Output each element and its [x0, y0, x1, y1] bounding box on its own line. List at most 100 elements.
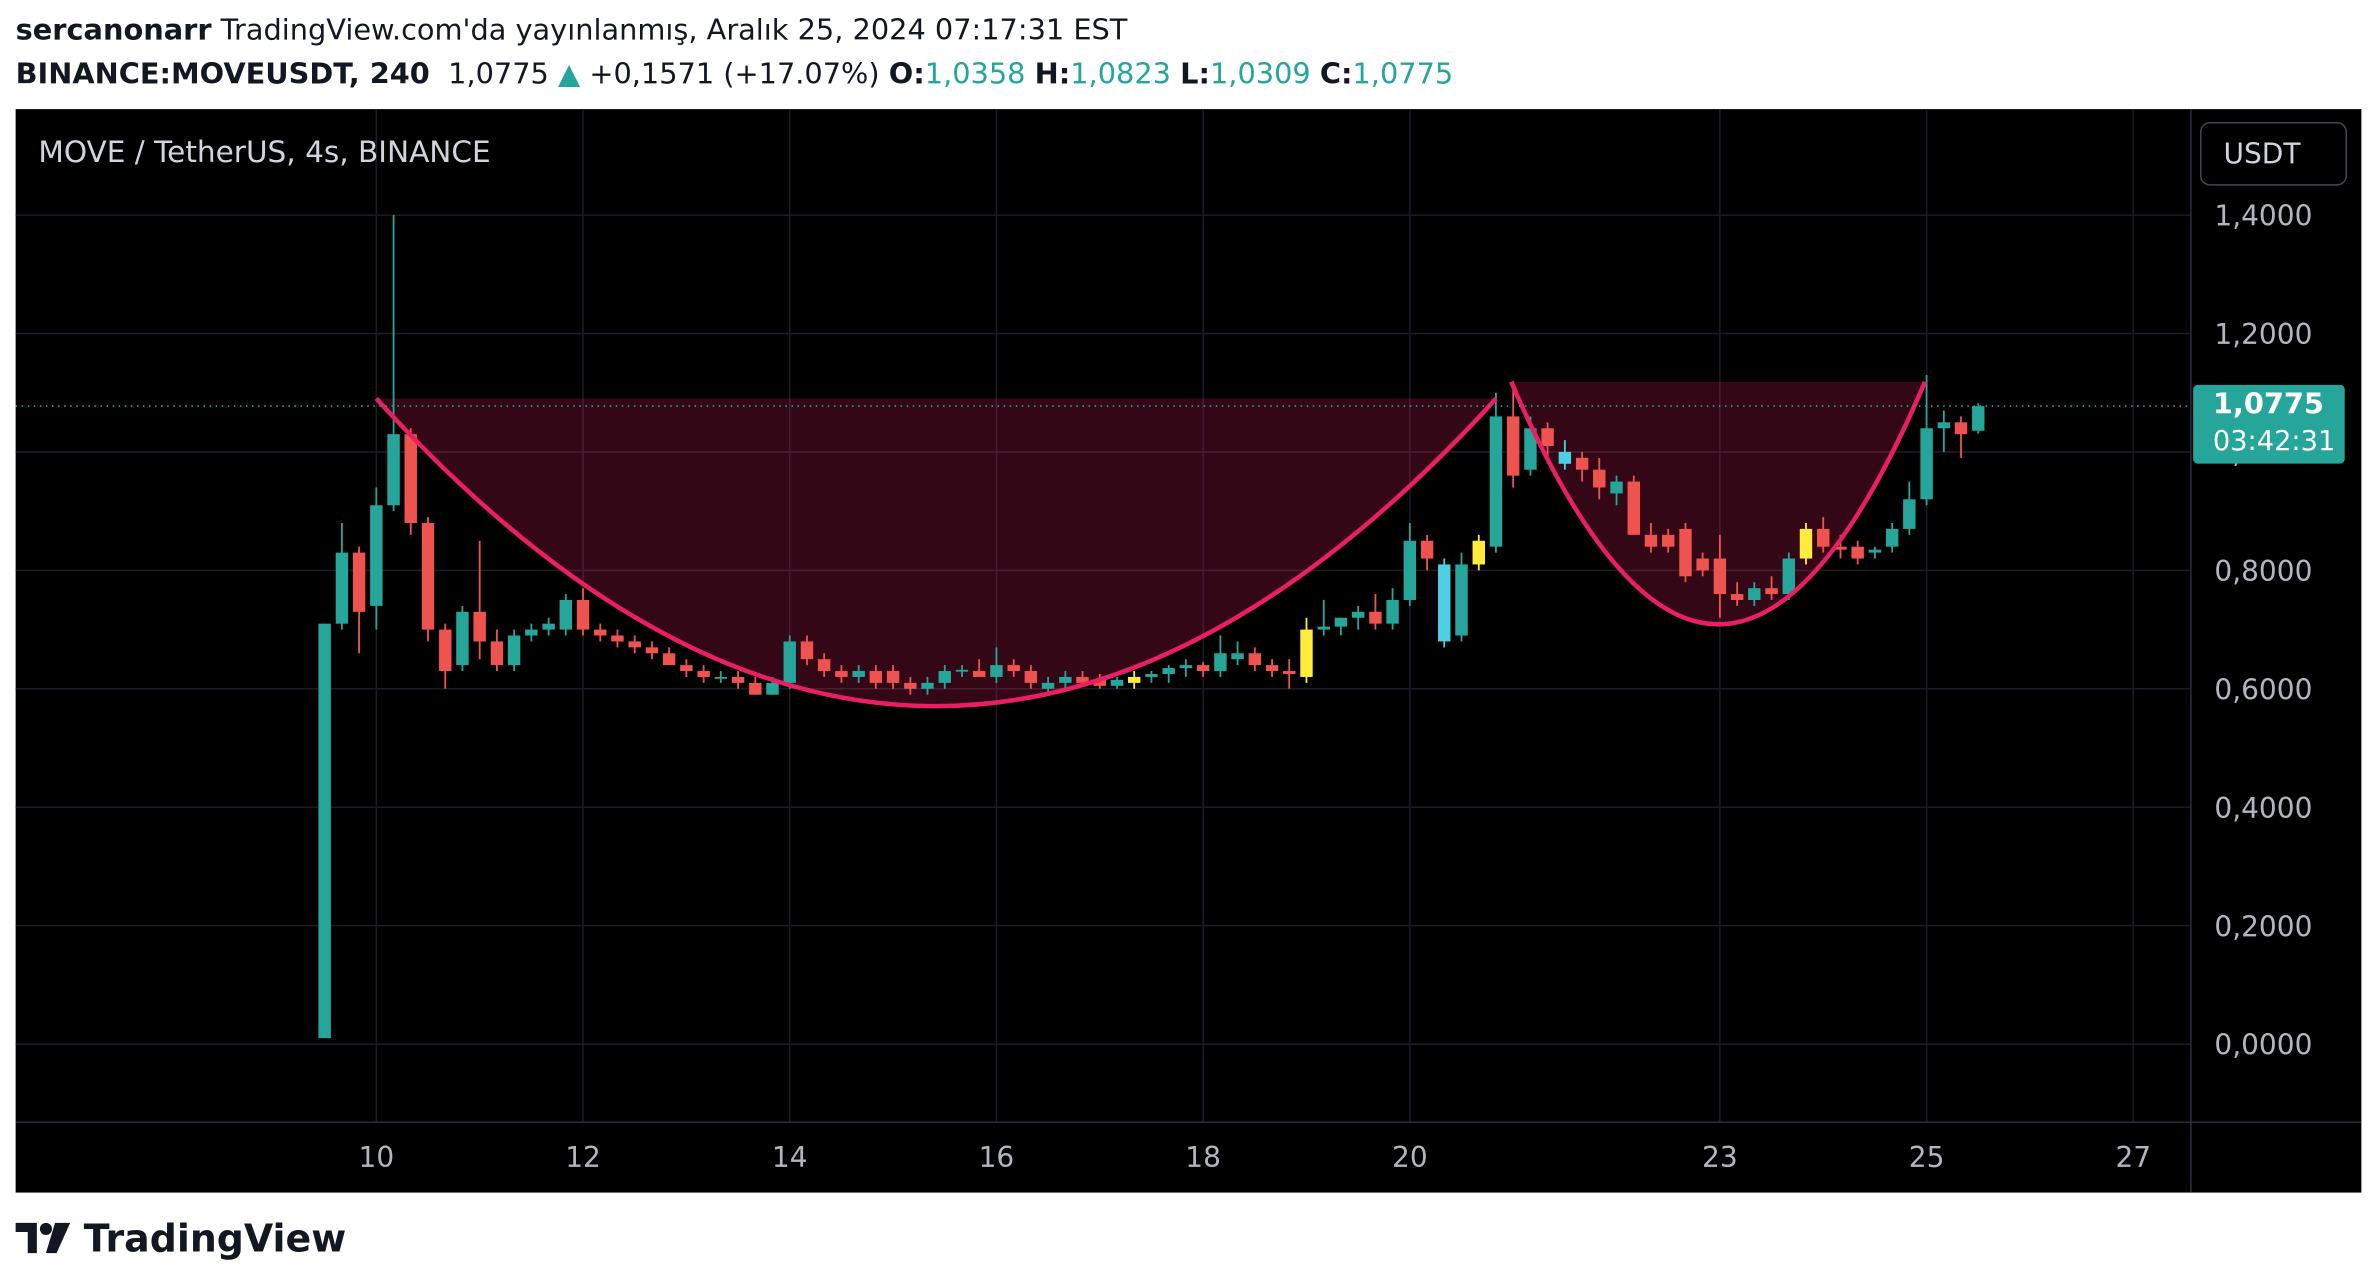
candle-body — [335, 552, 349, 624]
candle-body — [1145, 673, 1158, 677]
ohlc-label: C: — [1320, 56, 1353, 90]
x-tick-label: 20 — [1392, 1141, 1428, 1174]
candle-body — [370, 505, 383, 606]
candle-body — [886, 671, 900, 683]
y-tick-label: 0,4000 — [2214, 792, 2312, 825]
y-tick-label: 1,4000 — [2214, 200, 2312, 233]
candle-body — [921, 682, 934, 689]
candle-body — [1765, 588, 1778, 595]
candle-body — [1110, 679, 1124, 686]
candle-body — [1041, 682, 1055, 689]
candle-body — [1300, 629, 1313, 677]
candle-body — [1644, 534, 1658, 547]
candle-body — [1885, 528, 1899, 547]
candle-body — [439, 629, 452, 672]
candle-body — [1317, 626, 1330, 630]
symbol: BINANCE:MOVEUSDT, 240 — [16, 56, 430, 90]
y-tick-label: 0,6000 — [2214, 673, 2312, 706]
candle-body — [662, 653, 676, 666]
quote-line: BINANCE:MOVEUSDT, 240 1,0775 ▲ +0,1571 (… — [16, 56, 1454, 90]
y-tick-label: 0,0000 — [2214, 1029, 2312, 1062]
candle-body — [972, 671, 986, 677]
candle-body — [1558, 451, 1572, 464]
candle-body — [1214, 653, 1227, 672]
candle-body — [1593, 469, 1606, 488]
candle-body — [1231, 653, 1244, 660]
candle-body — [1834, 546, 1847, 550]
candle-body — [1334, 617, 1348, 627]
candle-body — [576, 599, 590, 630]
y-tick-label: 1,2000 — [2214, 318, 2312, 351]
candle-body — [525, 629, 538, 636]
x-tick-label: 12 — [565, 1141, 601, 1174]
price-tag — [2193, 384, 2345, 464]
currency[interactable]: USDT — [2223, 138, 2301, 171]
candle-body — [1093, 679, 1106, 686]
candle-body — [852, 671, 865, 677]
handle-curve — [1509, 380, 1928, 627]
x-tick-label: 16 — [979, 1141, 1015, 1174]
candle-body — [749, 682, 762, 695]
candle-body — [456, 611, 469, 666]
candle-body — [1076, 676, 1089, 683]
candle-body — [1489, 416, 1503, 547]
candle-body — [680, 665, 693, 672]
candle-body — [473, 611, 486, 642]
candle-body — [1972, 406, 1985, 431]
y-tick-label: 0,2000 — [2214, 910, 2312, 943]
candle-body — [1196, 665, 1210, 672]
candle-body — [645, 647, 659, 654]
candle-body — [1799, 528, 1813, 559]
candle-body — [594, 629, 607, 636]
price-tag-value: 1,0775 — [2213, 387, 2324, 421]
overlay: 0,00000,20000,40000,60000,80001,00001,20… — [15, 200, 2345, 1174]
candle-body — [766, 682, 779, 695]
candle-body — [1748, 588, 1761, 600]
candle-body — [1851, 546, 1864, 559]
candle-body — [1541, 428, 1554, 447]
candle-body — [783, 641, 796, 683]
candle-body — [1455, 564, 1468, 636]
change: +0,1571 (+17.07%) — [589, 56, 879, 90]
x-tick-label: 18 — [1185, 1141, 1221, 1174]
candle-body — [611, 635, 624, 642]
candle-body — [542, 623, 555, 630]
candle-body — [835, 671, 848, 677]
arrow: ▲ — [558, 56, 581, 90]
ohlc-value: 1,0775 — [1353, 56, 1454, 90]
candle-body — [1386, 599, 1399, 624]
candle-body — [904, 682, 917, 689]
candle-body — [352, 552, 366, 612]
candle-body — [1524, 428, 1537, 470]
candle-body — [955, 669, 969, 672]
candle-body — [387, 434, 400, 506]
countdown: 03:42:31 — [2213, 426, 2335, 457]
candle-body — [731, 676, 745, 683]
candle-body — [1937, 422, 1951, 429]
ohlc-value: 1,0309 — [1210, 56, 1311, 90]
candle-body — [1713, 558, 1727, 595]
candle-body — [490, 641, 504, 666]
ohlc-label: O: — [889, 56, 925, 90]
candle-body — [1179, 665, 1193, 669]
candle-body — [1817, 528, 1830, 547]
candle-body — [1403, 540, 1417, 600]
candle-body — [1730, 594, 1744, 600]
candle-body — [1248, 653, 1262, 666]
currency-button[interactable] — [2199, 121, 2347, 186]
candle-body — [1351, 611, 1365, 618]
x-tick-label: 10 — [359, 1141, 395, 1174]
candle-body — [1920, 428, 1933, 500]
candle-body — [817, 659, 831, 672]
candle-body — [1696, 558, 1709, 571]
candle-body — [1903, 499, 1916, 529]
ohlc-value: 1,0823 — [1070, 56, 1171, 90]
author: sercanonarr — [16, 12, 213, 46]
candle-body — [1420, 540, 1434, 559]
y-tick-label: 0,8000 — [2214, 555, 2312, 588]
publish-line: sercanonarr TradingView.com'da yayınlanm… — [16, 12, 1128, 46]
candle-body — [1679, 528, 1692, 577]
logo-text: TradingView — [84, 1217, 346, 1261]
candle-body — [1661, 534, 1675, 547]
